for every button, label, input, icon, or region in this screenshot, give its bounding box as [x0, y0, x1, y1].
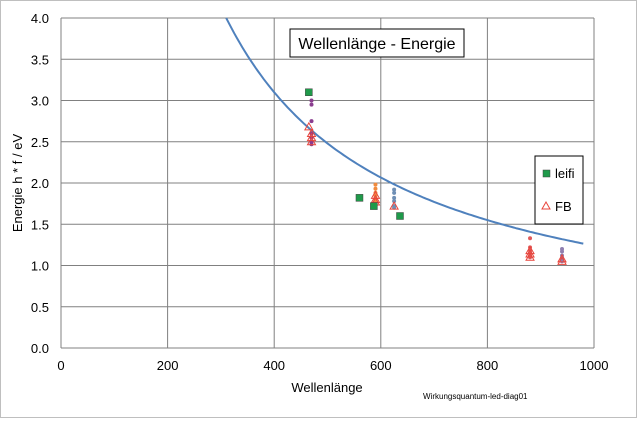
data-point-dot — [309, 102, 314, 107]
y-tick-label: 3.5 — [31, 52, 49, 67]
data-points — [303, 88, 567, 265]
legend-triangle-icon — [541, 200, 551, 210]
data-point-dot — [309, 119, 314, 124]
x-tick-label: 400 — [263, 358, 285, 373]
data-point-FB — [557, 256, 567, 265]
data-point-leifi — [370, 202, 378, 210]
data-point-dot — [373, 186, 378, 191]
data-point-leifi — [355, 194, 364, 202]
x-tick-label: 800 — [477, 358, 499, 373]
data-point-dot — [309, 98, 314, 103]
legend-label-leifi: leifi — [555, 166, 575, 181]
data-point-dot — [373, 182, 378, 187]
fit-curve — [225, 17, 584, 245]
data-point-dot — [528, 236, 533, 241]
x-axis-label: Wellenlänge — [291, 380, 362, 395]
data-point-FB — [389, 201, 399, 210]
chart-title: Wellenlänge - Energie — [298, 36, 455, 53]
y-tick-label: 3.0 — [31, 94, 49, 109]
y-tick-label: 1.0 — [31, 259, 49, 274]
tick-labels: 0 200 400 600 800 1000 0.0 0.5 1.0 1.5 2.0 2.5 3.0 3.… — [31, 11, 609, 373]
legend: leifi FB — [534, 155, 584, 225]
data-point-leifi — [396, 212, 404, 220]
y-tick-label: 0.0 — [31, 341, 49, 356]
data-point-dot — [392, 190, 397, 195]
y-axis-label: Energie h * f / eV — [10, 134, 25, 233]
y-tick-label: 0.5 — [31, 300, 49, 315]
y-tick-label: 4.0 — [31, 11, 49, 26]
data-point-dot — [392, 187, 397, 192]
data-point-FB — [525, 252, 535, 261]
data-point-FB — [306, 132, 317, 142]
data-point-FB — [557, 253, 567, 263]
data-point-leifi — [305, 88, 313, 96]
footnote: Wirkungsquantum-led-diag01 — [423, 392, 528, 401]
x-tick-label: 0 — [57, 358, 64, 373]
data-point-FB — [525, 248, 535, 258]
data-point-FB — [306, 136, 317, 146]
legend-label-fb: FB — [555, 199, 572, 214]
chart-title-box: Wellenlänge - Energie — [289, 28, 465, 58]
data-point-dot — [309, 142, 314, 147]
y-tick-label: 2.0 — [31, 176, 49, 191]
data-point-dot — [392, 195, 397, 200]
curve — [225, 17, 584, 245]
x-tick-label: 600 — [370, 358, 392, 373]
y-tick-label: 2.5 — [31, 135, 49, 150]
y-tick-label: 1.5 — [31, 217, 49, 232]
grid — [60, 17, 595, 349]
legend-square-icon — [542, 169, 551, 178]
data-point-FB — [306, 128, 317, 137]
x-tick-label: 200 — [157, 358, 179, 373]
x-tick-label: 1000 — [580, 358, 609, 373]
data-point-FB — [303, 121, 314, 131]
data-point-dot — [560, 249, 565, 254]
